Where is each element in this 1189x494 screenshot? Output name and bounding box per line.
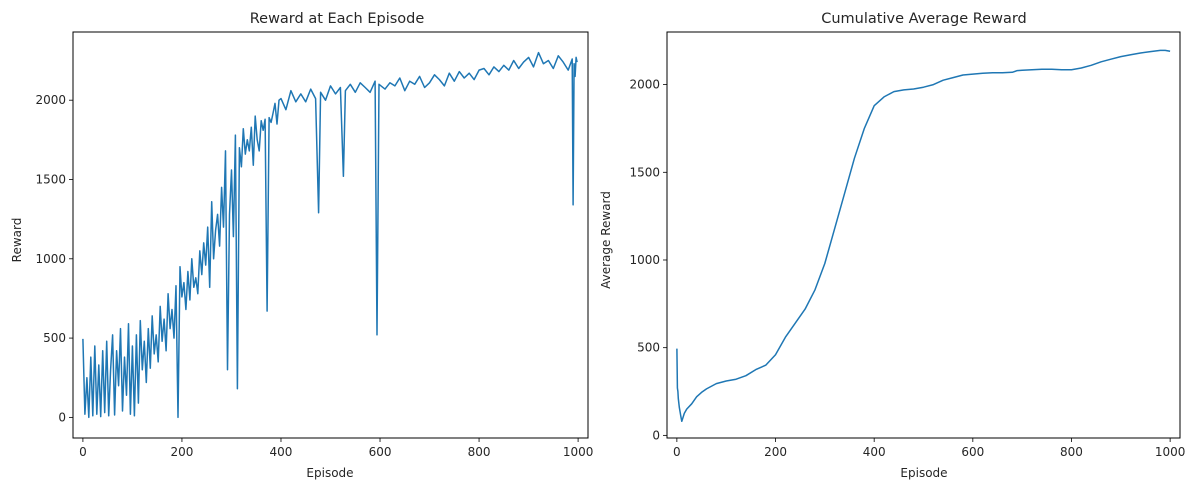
reward-chart-title: Reward at Each Episode xyxy=(250,11,425,27)
reward-chart-y-tick-label-4: 2000 xyxy=(35,93,66,107)
reward-chart: Reward at Each Episode 0 200 400 600 800 1000… xyxy=(10,11,593,480)
cumulative-average-chart-y-tick-label-1: 500 xyxy=(637,341,660,355)
cumulative-average-chart-y-tick-label-2: 1000 xyxy=(629,253,660,267)
cumulative-average-chart-y-ticks: 0 500 1000 1500 2000 xyxy=(629,78,667,442)
reward-chart-y-label: Reward xyxy=(10,218,24,263)
reward-chart-y-tick-label-0: 0 xyxy=(58,410,66,424)
reward-chart-series-line-0 xyxy=(82,51,578,419)
cumulative-average-chart-x-label: Episode xyxy=(900,466,947,480)
cumulative-average-chart-x-ticks: 0 200 400 600 800 1000 xyxy=(673,438,1185,459)
cumulative-average-chart-x-tick-label-0: 0 xyxy=(673,445,681,459)
cumulative-average-chart-x-tick-label-4: 800 xyxy=(1060,445,1083,459)
reward-chart-x-tick-label-2: 400 xyxy=(270,445,293,459)
reward-chart-y-ticks: 0 500 1000 1500 2000 xyxy=(35,93,73,424)
reward-chart-y-tick-label-2: 1000 xyxy=(35,252,66,266)
reward-chart-y-tick-label-1: 500 xyxy=(43,331,66,345)
cumulative-average-chart-title: Cumulative Average Reward xyxy=(821,11,1027,27)
reward-chart-x-tick-label-0: 0 xyxy=(79,445,87,459)
cumulative-average-chart-x-tick-label-1: 200 xyxy=(764,445,787,459)
reward-chart-y-tick-label-3: 1500 xyxy=(35,172,66,186)
reward-chart-marks xyxy=(82,51,578,419)
cumulative-average-chart-y-tick-label-0: 0 xyxy=(652,428,660,442)
cumulative-average-chart-series-line-0 xyxy=(676,49,1171,423)
reward-chart-x-tick-label-5: 1000 xyxy=(563,445,594,459)
cumulative-average-chart: Cumulative Average Reward 0 200 400 600 800 1… xyxy=(599,11,1185,480)
reward-chart-frame xyxy=(72,31,589,439)
reward-chart-x-ticks: 0 200 400 600 800 1000 xyxy=(79,438,593,459)
reward-chart-x-tick-label-4: 800 xyxy=(468,445,491,459)
cumulative-average-chart-marks xyxy=(676,49,1171,423)
reward-chart-x-label: Episode xyxy=(306,466,353,480)
cumulative-average-chart-y-tick-label-3: 1500 xyxy=(629,165,660,179)
cumulative-average-chart-x-tick-label-5: 1000 xyxy=(1155,445,1186,459)
cumulative-average-chart-x-tick-label-2: 400 xyxy=(863,445,886,459)
cumulative-average-chart-y-label: Average Reward xyxy=(599,191,613,289)
cumulative-average-chart-frame xyxy=(666,31,1181,439)
cumulative-average-chart-x-tick-label-3: 600 xyxy=(961,445,984,459)
reward-chart-x-tick-label-1: 200 xyxy=(170,445,193,459)
cumulative-average-chart-y-tick-label-4: 2000 xyxy=(629,78,660,92)
reward-chart-x-tick-label-3: 600 xyxy=(369,445,392,459)
